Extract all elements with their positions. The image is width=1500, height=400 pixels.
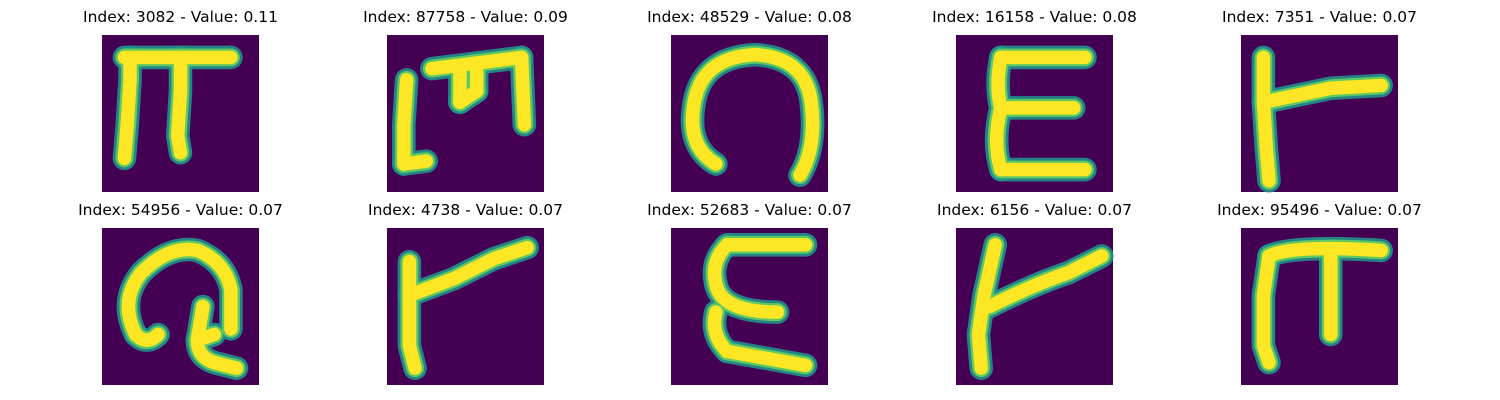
image-panel-2: Index: 87758 - Value: 0.09: [363, 8, 568, 192]
glyph-stroke-core: [1256, 50, 1276, 188]
glyph-stroke-core: [720, 344, 813, 373]
glyph-stroke-core: [128, 327, 165, 347]
panel-title-10: Index: 95496 - Value: 0.07: [1217, 201, 1422, 219]
glyph-stroke-core: [709, 277, 785, 319]
glyph-gamma-hook: [1251, 45, 1393, 193]
glyph-stroke-core: [117, 50, 137, 166]
glyph-stroke-core: [397, 154, 433, 171]
glyph-stroke-core: [402, 254, 422, 375]
panel-title-9: Index: 6156 - Value: 0.07: [937, 201, 1132, 219]
glyph-stroke-core: [170, 50, 188, 160]
glyph-stroke-core: [991, 50, 1008, 115]
panel-title-2: Index: 87758 - Value: 0.09: [363, 8, 568, 26]
glyph-pi-narrow: [1251, 236, 1393, 375]
glyph-curl-loop: [116, 237, 249, 380]
glyph-stroke-core: [514, 50, 532, 132]
panel-title-1: Index: 3082 - Value: 0.11: [83, 8, 278, 26]
glyph-gamma-slant: [966, 233, 1114, 380]
panel-title-5: Index: 7351 - Value: 0.07: [1222, 8, 1417, 26]
panel-title-6: Index: 54956 - Value: 0.07: [78, 201, 283, 219]
panel-title-4: Index: 16158 - Value: 0.08: [932, 8, 1137, 26]
glyph-epsilon-thin: [702, 233, 818, 378]
glyph-stroke-core: [1256, 78, 1388, 110]
glyph-stroke-core: [121, 242, 238, 342]
image-panel-4: Index: 16158 - Value: 0.08: [932, 8, 1137, 192]
glyph-gamma-wide: [397, 235, 539, 380]
image-panel-10: Index: 95496 - Value: 0.07: [1217, 201, 1422, 385]
panel-title-8: Index: 52683 - Value: 0.07: [647, 201, 852, 219]
glyph-epsilon: [984, 45, 1097, 182]
glyph-curl: [680, 42, 825, 187]
image-panel-7: Index: 4738 - Value: 0.07: [368, 201, 563, 385]
glyph-stroke-core: [1256, 249, 1276, 370]
glyph-stroke-core: [190, 327, 221, 347]
image-panel-3: Index: 48529 - Value: 0.08: [647, 8, 852, 192]
image-panel-5: Index: 7351 - Value: 0.07: [1222, 8, 1417, 193]
glyph-stroke-core: [402, 240, 534, 303]
glyph-stroke-core: [685, 47, 820, 182]
panel-title-3: Index: 48529 - Value: 0.08: [647, 8, 852, 26]
image-panel-1: Index: 3082 - Value: 0.11: [83, 8, 278, 192]
glyph-m-shape: [392, 45, 537, 176]
glyph-stroke-core: [989, 101, 1008, 177]
glyph-stroke-core: [982, 249, 1109, 314]
panel-title-7: Index: 4738 - Value: 0.07: [368, 201, 563, 219]
image-panel-6: Index: 54956 - Value: 0.07: [78, 201, 283, 385]
image-panel-9: Index: 6156 - Value: 0.07: [937, 201, 1132, 385]
glyph-pi-bar: [112, 45, 243, 171]
image-panel-8: Index: 52683 - Value: 0.07: [647, 201, 852, 385]
glyph-stroke-core: [971, 238, 1002, 375]
glyph-stroke-core: [397, 73, 414, 171]
